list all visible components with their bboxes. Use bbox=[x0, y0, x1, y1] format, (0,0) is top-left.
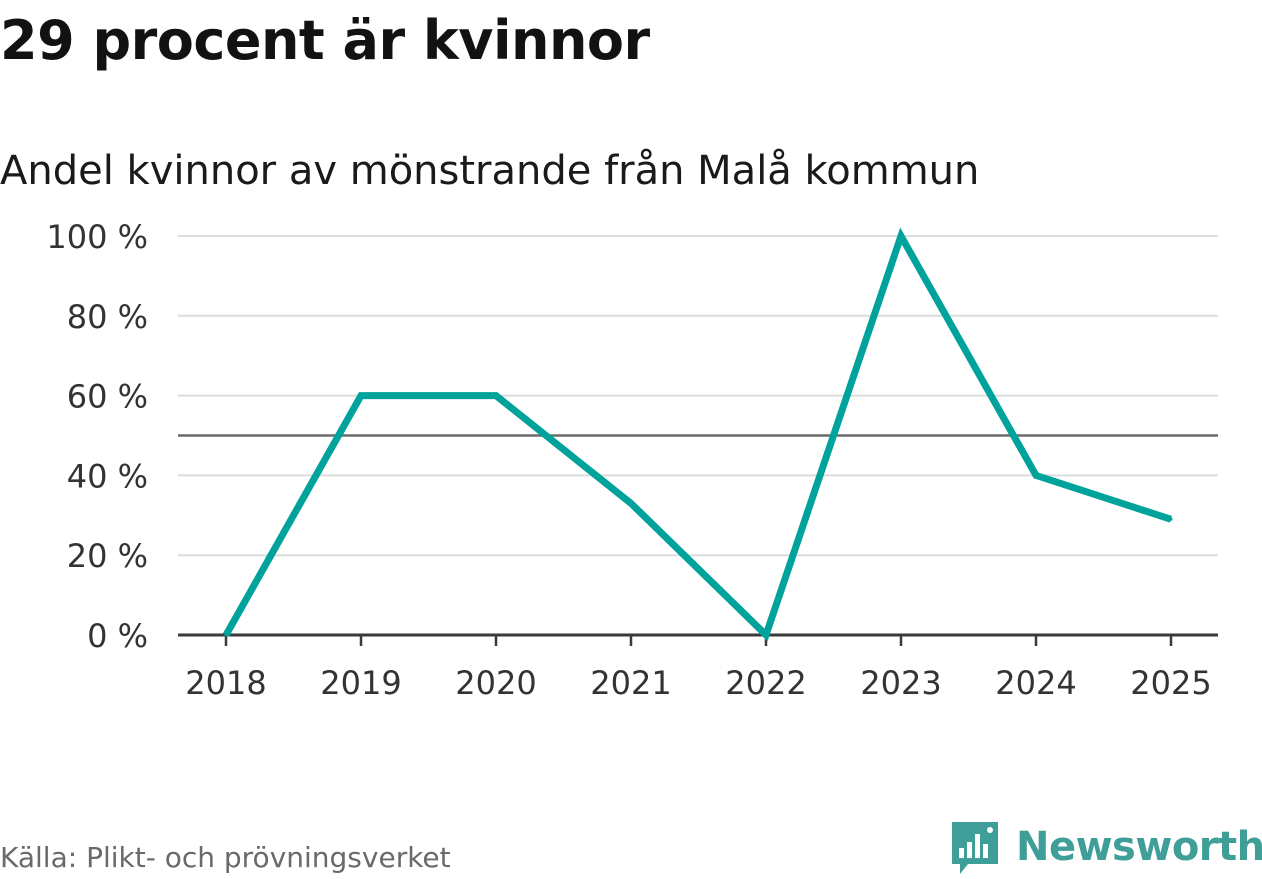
chart-title: 29 procent är kvinnor bbox=[0, 9, 650, 72]
gridlines bbox=[178, 235, 1218, 557]
data-point bbox=[1034, 473, 1038, 477]
y-axis-labels: 0 % 20 % 40 % 60 % 80 % 100 % bbox=[46, 218, 148, 655]
x-tick-label: 2019 bbox=[320, 664, 401, 702]
data-point bbox=[764, 633, 768, 637]
y-tick-label: 80 % bbox=[67, 298, 148, 336]
y-tick-label: 100 % bbox=[46, 218, 148, 256]
data-point bbox=[629, 501, 633, 505]
x-axis bbox=[178, 633, 1218, 646]
series-group bbox=[222, 227, 1173, 642]
brand-logo: Newsworthy bbox=[950, 818, 1262, 876]
chart-subtitle: Andel kvinnor av mönstrande från Malå ko… bbox=[0, 148, 980, 194]
y-tick-label: 0 % bbox=[87, 617, 148, 655]
data-point bbox=[494, 394, 498, 398]
x-axis-labels: 2018 2019 2020 2021 2022 2023 2024 2025 bbox=[185, 664, 1211, 702]
data-point bbox=[899, 234, 903, 238]
data-point bbox=[359, 394, 363, 398]
brand-name: Newsworthy bbox=[1016, 824, 1262, 870]
series-line bbox=[222, 227, 1173, 642]
y-tick-label: 20 % bbox=[67, 537, 148, 575]
x-tick-label: 2022 bbox=[725, 664, 806, 702]
data-point bbox=[224, 633, 228, 637]
x-tick-label: 2018 bbox=[185, 664, 266, 702]
y-tick-label: 60 % bbox=[67, 378, 148, 416]
bar-chart-speech-bubble-icon bbox=[952, 822, 998, 874]
x-tick-label: 2020 bbox=[455, 664, 536, 702]
data-point bbox=[1169, 517, 1173, 521]
x-tick-label: 2025 bbox=[1130, 664, 1211, 702]
x-tick-label: 2021 bbox=[590, 664, 671, 702]
x-tick-label: 2023 bbox=[860, 664, 941, 702]
source-note: Källa: Plikt- och prövningsverket bbox=[0, 841, 451, 874]
y-tick-label: 40 % bbox=[67, 457, 148, 495]
x-tick-label: 2024 bbox=[995, 664, 1076, 702]
